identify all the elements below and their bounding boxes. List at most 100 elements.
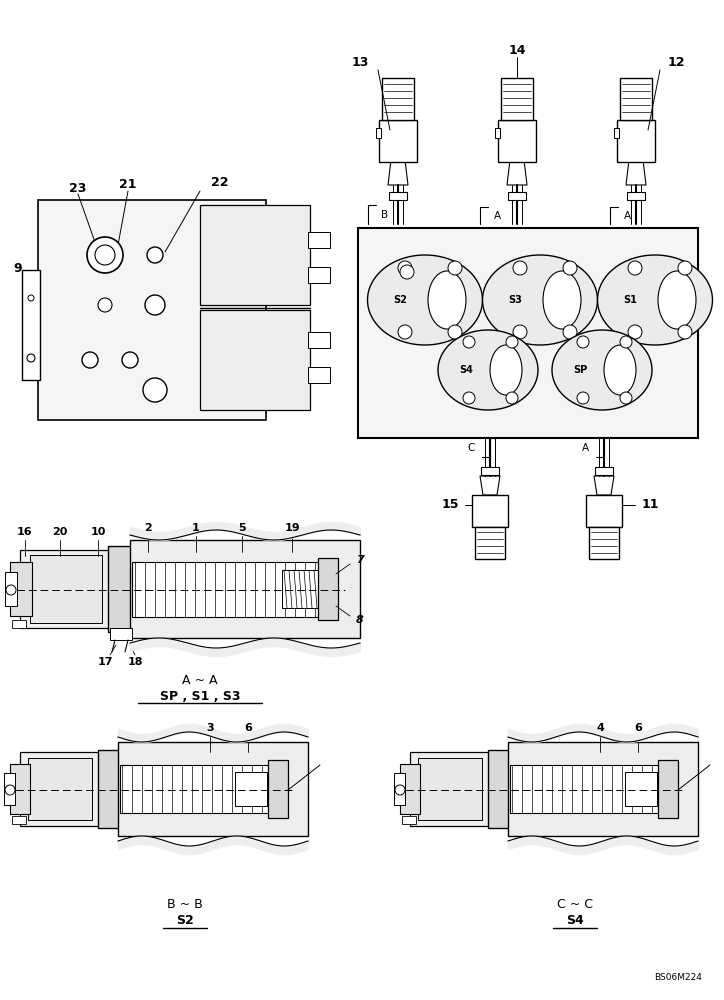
Bar (446, 361, 486, 379)
Circle shape (628, 325, 642, 339)
Text: 14: 14 (508, 43, 526, 56)
Ellipse shape (604, 345, 636, 395)
Circle shape (678, 261, 692, 275)
Circle shape (513, 325, 527, 339)
Ellipse shape (368, 255, 482, 345)
Text: SP , S1 , S3: SP , S1 , S3 (160, 690, 240, 702)
Bar (20, 752, 100, 826)
Bar (658, 760, 678, 818)
Text: S1: S1 (623, 295, 637, 305)
Bar (495, 128, 500, 138)
Bar (488, 750, 510, 828)
Circle shape (147, 247, 163, 263)
Text: A: A (623, 211, 631, 221)
Text: 6: 6 (244, 723, 252, 733)
Bar (22, 270, 40, 380)
Bar (394, 773, 405, 805)
Bar (308, 367, 330, 383)
Bar (308, 332, 330, 348)
Bar (382, 78, 414, 120)
Polygon shape (594, 476, 614, 495)
Bar (614, 128, 619, 138)
Bar (12, 816, 26, 824)
Bar (400, 764, 420, 814)
Text: S2: S2 (393, 295, 407, 305)
Polygon shape (480, 476, 500, 495)
Bar (282, 570, 320, 608)
Text: 15: 15 (441, 498, 459, 512)
Text: 22: 22 (211, 176, 229, 190)
Bar (508, 742, 698, 836)
Bar (481, 467, 499, 475)
Circle shape (563, 261, 577, 275)
Text: S4: S4 (459, 365, 473, 375)
Text: 17: 17 (97, 657, 113, 667)
Ellipse shape (658, 271, 696, 329)
Bar (627, 192, 645, 200)
Polygon shape (388, 160, 408, 185)
Circle shape (620, 336, 632, 348)
Text: S2: S2 (176, 914, 194, 928)
Ellipse shape (482, 255, 597, 345)
Polygon shape (626, 160, 646, 185)
Bar (500, 350, 512, 390)
Text: 6: 6 (634, 723, 642, 733)
Ellipse shape (543, 271, 581, 329)
Text: 8: 8 (356, 615, 364, 625)
Bar (377, 290, 422, 310)
Circle shape (28, 295, 34, 301)
Text: 5: 5 (238, 523, 246, 533)
Bar (498, 120, 536, 162)
Text: 1: 1 (192, 523, 200, 533)
Text: B ~ B: B ~ B (167, 898, 203, 912)
Bar (560, 361, 600, 379)
Bar (510, 765, 660, 813)
Text: A: A (494, 211, 500, 221)
Bar (376, 128, 381, 138)
Bar (614, 350, 626, 390)
Text: 16: 16 (17, 527, 33, 537)
Bar (492, 290, 537, 310)
Bar (472, 495, 508, 527)
Bar (501, 78, 533, 120)
Circle shape (143, 378, 167, 402)
Circle shape (5, 785, 15, 795)
Bar (402, 816, 416, 824)
Bar (475, 527, 505, 559)
Bar (28, 758, 92, 820)
Bar (440, 278, 454, 322)
Ellipse shape (438, 330, 538, 410)
Circle shape (145, 295, 165, 315)
Ellipse shape (552, 330, 652, 410)
Bar (200, 310, 310, 410)
Bar (670, 278, 684, 322)
Circle shape (513, 261, 527, 275)
Circle shape (82, 352, 98, 368)
Circle shape (398, 325, 412, 339)
Text: A ~ A: A ~ A (182, 674, 218, 686)
Text: S4: S4 (566, 914, 584, 928)
Text: S3: S3 (508, 295, 522, 305)
Bar (268, 760, 288, 818)
Circle shape (678, 325, 692, 339)
Text: 23: 23 (70, 182, 87, 194)
Circle shape (506, 336, 518, 348)
Circle shape (95, 245, 115, 265)
Circle shape (463, 392, 475, 404)
Bar (308, 267, 330, 283)
Circle shape (395, 785, 405, 795)
Circle shape (98, 298, 112, 312)
Bar (595, 467, 613, 475)
Text: 11: 11 (641, 498, 659, 512)
Text: 9: 9 (14, 261, 22, 274)
Circle shape (6, 585, 16, 595)
Text: 3: 3 (206, 723, 214, 733)
Bar (410, 752, 490, 826)
Text: C ~ C: C ~ C (557, 898, 593, 912)
Text: 19: 19 (285, 523, 300, 533)
Text: 21: 21 (119, 178, 137, 192)
Circle shape (448, 261, 462, 275)
Text: 4: 4 (596, 723, 604, 733)
Bar (200, 205, 310, 305)
Text: 10: 10 (90, 527, 106, 537)
